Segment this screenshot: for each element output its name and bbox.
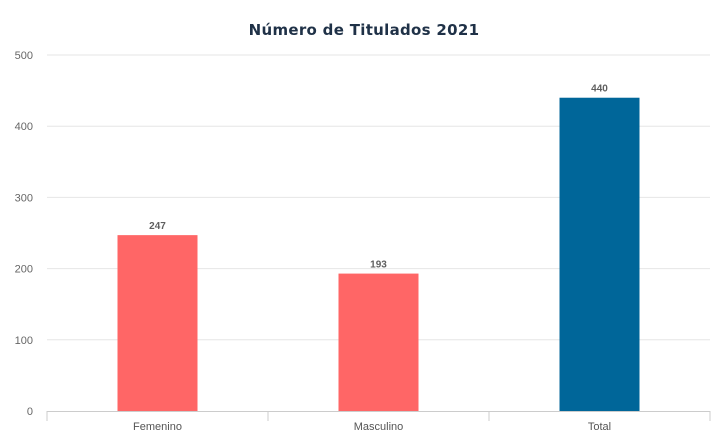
x-tick-label: Total xyxy=(588,421,611,433)
y-axis-ticks: 0 100 200 300 400 500 xyxy=(15,50,33,418)
chart-title: Número de Titulados 2021 xyxy=(249,21,480,39)
x-axis: Femenino Masculino Total xyxy=(46,411,711,433)
y-tick-label: 500 xyxy=(15,50,33,62)
x-tick-label: Femenino xyxy=(133,421,182,433)
data-label: 247 xyxy=(149,221,166,232)
bar-total[interactable] xyxy=(559,97,640,411)
y-tick-label: 0 xyxy=(27,406,33,418)
data-label: 440 xyxy=(591,84,608,95)
y-tick-label: 400 xyxy=(15,121,33,133)
bar-femenino[interactable] xyxy=(117,235,198,411)
data-labels: 247 193 440 xyxy=(149,84,608,271)
y-tick-label: 300 xyxy=(15,192,33,204)
x-tick-label: Masculino xyxy=(354,421,404,433)
data-label: 193 xyxy=(370,260,387,271)
y-tick-label: 100 xyxy=(15,335,33,347)
y-tick-label: 200 xyxy=(15,264,33,276)
bars xyxy=(117,97,640,411)
bar-masculino[interactable] xyxy=(338,273,419,411)
